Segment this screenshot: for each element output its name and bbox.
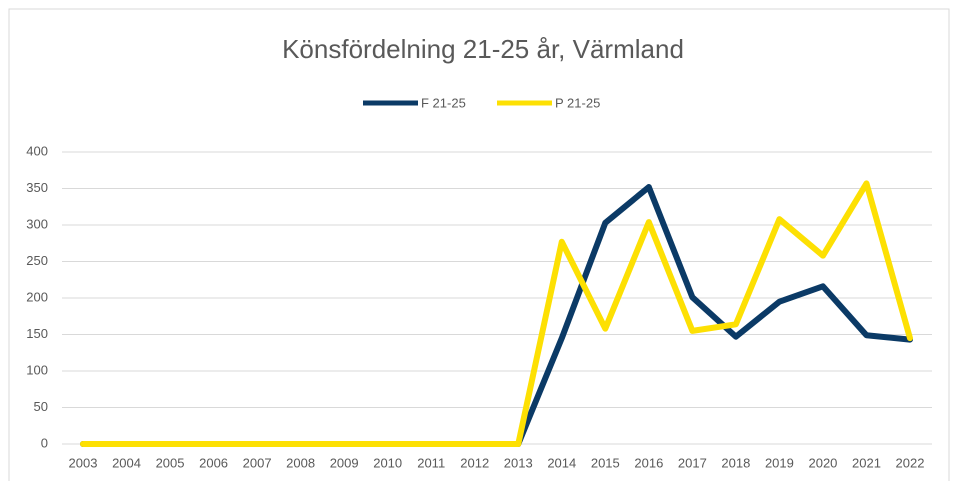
x-tick-label: 2007 [243, 455, 272, 470]
y-tick-label: 250 [26, 253, 48, 268]
x-tick-label: 2022 [896, 455, 925, 470]
chart-frame [8, 8, 950, 481]
x-tick-label: 2012 [460, 455, 489, 470]
x-tick-label: 2004 [112, 455, 141, 470]
x-tick-label: 2018 [721, 455, 750, 470]
x-tick-label: 2019 [765, 455, 794, 470]
y-tick-label: 200 [26, 289, 48, 304]
x-tick-label: 2006 [199, 455, 228, 470]
x-tick-label: 2011 [417, 455, 445, 470]
y-tick-label: 0 [41, 435, 48, 450]
x-tick-label: 2010 [373, 455, 402, 470]
legend-label: F 21-25 [421, 95, 466, 110]
line-series [80, 180, 913, 447]
chart-title: Könsfördelning 21-25 år, Värmland [282, 34, 684, 64]
x-tick-label: 2014 [547, 455, 576, 470]
x-tick-label: 2008 [286, 455, 315, 470]
x-tick-label: 2003 [69, 455, 98, 470]
x-tick-label: 2009 [330, 455, 359, 470]
y-tick-label: 150 [26, 326, 48, 341]
legend-label: P 21-25 [555, 95, 600, 110]
y-tick-label: 400 [26, 143, 48, 158]
x-tick-label: 2016 [634, 455, 663, 470]
x-tick-label: 2015 [591, 455, 620, 470]
y-tick-label: 350 [26, 180, 48, 195]
y-tick-label: 100 [26, 362, 48, 377]
x-tick-label: 2005 [156, 455, 185, 470]
x-tick-label: 2017 [678, 455, 707, 470]
x-tick-label: 2020 [808, 455, 837, 470]
x-tick-label: 2013 [504, 455, 533, 470]
x-tick-label: 2021 [852, 455, 881, 470]
y-tick-label: 300 [26, 216, 48, 231]
y-tick-label: 50 [34, 399, 48, 414]
